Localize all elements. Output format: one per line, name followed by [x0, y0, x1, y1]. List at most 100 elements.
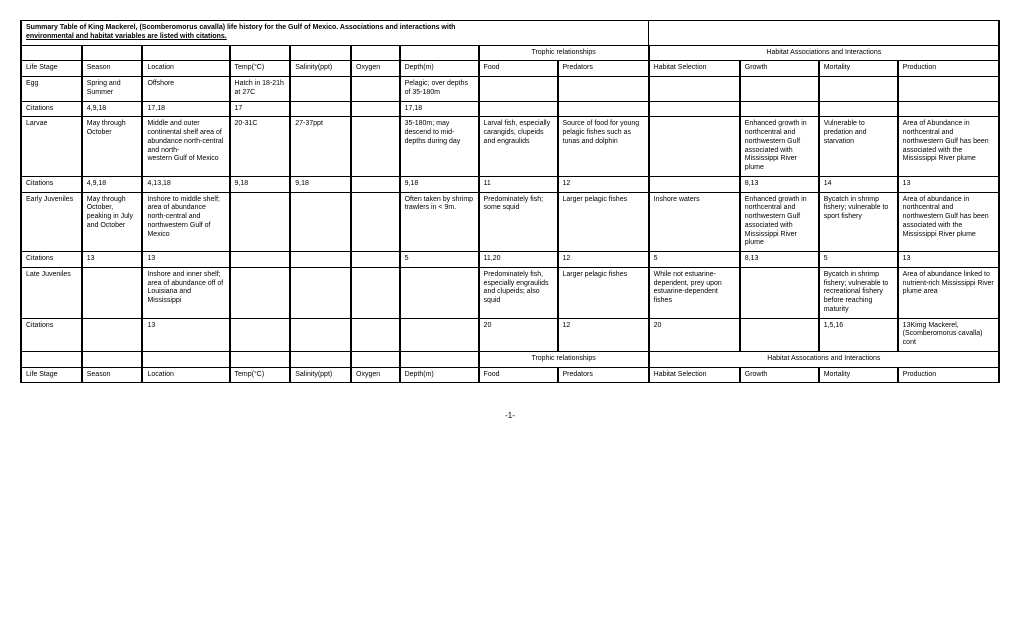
table-cell: Inshore to middle shelf; area of abundan… [142, 192, 229, 252]
table-cell: 12 [558, 318, 649, 351]
table-cell [351, 101, 400, 117]
column-header: Salinity(ppt) [290, 367, 351, 383]
table-cell: 13 [142, 252, 229, 268]
table-cell: Inshore and inner shelf; area of abundan… [142, 267, 229, 318]
table-cell: Inshore waters [649, 192, 740, 252]
column-header: Growth [740, 367, 819, 383]
table-cell: 13 [898, 176, 999, 192]
table-cell: Citations [21, 101, 82, 117]
column-header: Location [142, 61, 229, 77]
table-cell: Citations [21, 176, 82, 192]
page-number: -1- [20, 411, 1000, 420]
table-title: Summary Table of King Mackerel, (Scomber… [21, 21, 649, 46]
table-cell: 20 [479, 318, 558, 351]
column-header: Temp(°C) [230, 367, 291, 383]
table-cell [351, 192, 400, 252]
table-cell: Enhanced growth in northcentral and nort… [740, 192, 819, 252]
table-row: Citations1313511,201258,13513 [21, 252, 999, 268]
table-cell [290, 252, 351, 268]
table-cell: Citations [21, 252, 82, 268]
column-header: Life Stage [21, 367, 82, 383]
table-cell: 13 [82, 252, 143, 268]
table-cell [898, 101, 999, 117]
table-cell [479, 101, 558, 117]
title-blank [649, 21, 999, 46]
table-cell [649, 77, 740, 102]
table-cell [82, 267, 143, 318]
table-row: LarvaeMay through OctoberMiddle and oute… [21, 117, 999, 177]
table-row: EggSpring and SummerOffshoreHatch in 18-… [21, 77, 999, 102]
table-cell: 13Kimg Mackerel, (Scomberomorus cavalla)… [898, 318, 999, 351]
column-header: Food [479, 367, 558, 383]
table-cell [351, 267, 400, 318]
table-cell: 4,9,18 [82, 176, 143, 192]
column-header: Predators [558, 367, 649, 383]
table-cell [400, 318, 479, 351]
column-header: Habitat Selection [649, 61, 740, 77]
table-cell: Bycatch in shrimp fishery; vulnerable to… [819, 192, 898, 252]
table-cell: 17 [230, 101, 291, 117]
table-cell: Bycatch in shrimp fishery; vulnerable to… [819, 267, 898, 318]
table-cell [351, 176, 400, 192]
table-cell: Pelagic; over depths of 35-180m [400, 77, 479, 102]
table-row: Late Juveniles Inshore and inner shelf; a… [21, 267, 999, 318]
column-header: Temp(°C) [230, 61, 291, 77]
column-header: Food [479, 61, 558, 77]
table-cell: 13 [898, 252, 999, 268]
table-cell: 20 [649, 318, 740, 351]
column-header: Oxygen [351, 61, 400, 77]
table-cell: Area of abundance linked to nutrient-ric… [898, 267, 999, 318]
column-header: Mortality [819, 367, 898, 383]
table-cell: Offshore [142, 77, 229, 102]
table-cell: Often taken by shrimp trawlers in < 9m. [400, 192, 479, 252]
table-cell [558, 101, 649, 117]
column-header-row-bottom: Life StageSeasonLocationTemp(°C)Salinity… [21, 367, 999, 383]
table-cell [558, 77, 649, 102]
table-cell [740, 101, 819, 117]
table-cell: 5 [649, 252, 740, 268]
column-header: Life Stage [21, 61, 82, 77]
table-cell: Predominately fish, especially engraulid… [479, 267, 558, 318]
table-cell: Hatch in 18-21h at 27C [230, 77, 291, 102]
table-cell [230, 252, 291, 268]
table-cell: Late Juveniles [21, 267, 82, 318]
table-cell [290, 77, 351, 102]
table-cell: Middle and outer continental shelf area … [142, 117, 229, 177]
table-cell [290, 101, 351, 117]
table-cell: 11 [479, 176, 558, 192]
table-cell: May through October, peaking in July and… [82, 192, 143, 252]
table-cell: 11,20 [479, 252, 558, 268]
column-header: Depth(m) [400, 367, 479, 383]
table-cell [230, 318, 291, 351]
column-header: Salinity(ppt) [290, 61, 351, 77]
table-cell: Larger pelagic fishes [558, 192, 649, 252]
table-cell: 4,13,18 [142, 176, 229, 192]
column-header: Location [142, 367, 229, 383]
section-trophic: Trophic relationships [479, 45, 649, 61]
column-header: Habitat Selection [649, 367, 740, 383]
table-cell [649, 101, 740, 117]
table-cell: Larval fish, especially carangids, clupe… [479, 117, 558, 177]
table-cell: May through October [82, 117, 143, 177]
table-cell [230, 267, 291, 318]
table-cell [400, 267, 479, 318]
table-cell [479, 77, 558, 102]
table-cell: 27-37ppt [290, 117, 351, 177]
table-cell: Larger pelagic fishes [558, 267, 649, 318]
table-cell [649, 176, 740, 192]
summary-table: Summary Table of King Mackerel, (Scomber… [20, 20, 1000, 383]
table-cell: 9,18 [400, 176, 479, 192]
table-cell [819, 101, 898, 117]
table-cell: Enhanced growth in northcentral and nort… [740, 117, 819, 177]
table-cell [290, 318, 351, 351]
table-cell: Citations [21, 318, 82, 351]
table-cell: Larvae [21, 117, 82, 177]
table-cell: 1,5,16 [819, 318, 898, 351]
column-header: Production [898, 367, 999, 383]
column-header: Oxygen [351, 367, 400, 383]
table-cell: 14 [819, 176, 898, 192]
table-cell: Early Juveniles [21, 192, 82, 252]
table-cell: 8,13 [740, 176, 819, 192]
table-cell [740, 318, 819, 351]
column-header: Mortality [819, 61, 898, 77]
